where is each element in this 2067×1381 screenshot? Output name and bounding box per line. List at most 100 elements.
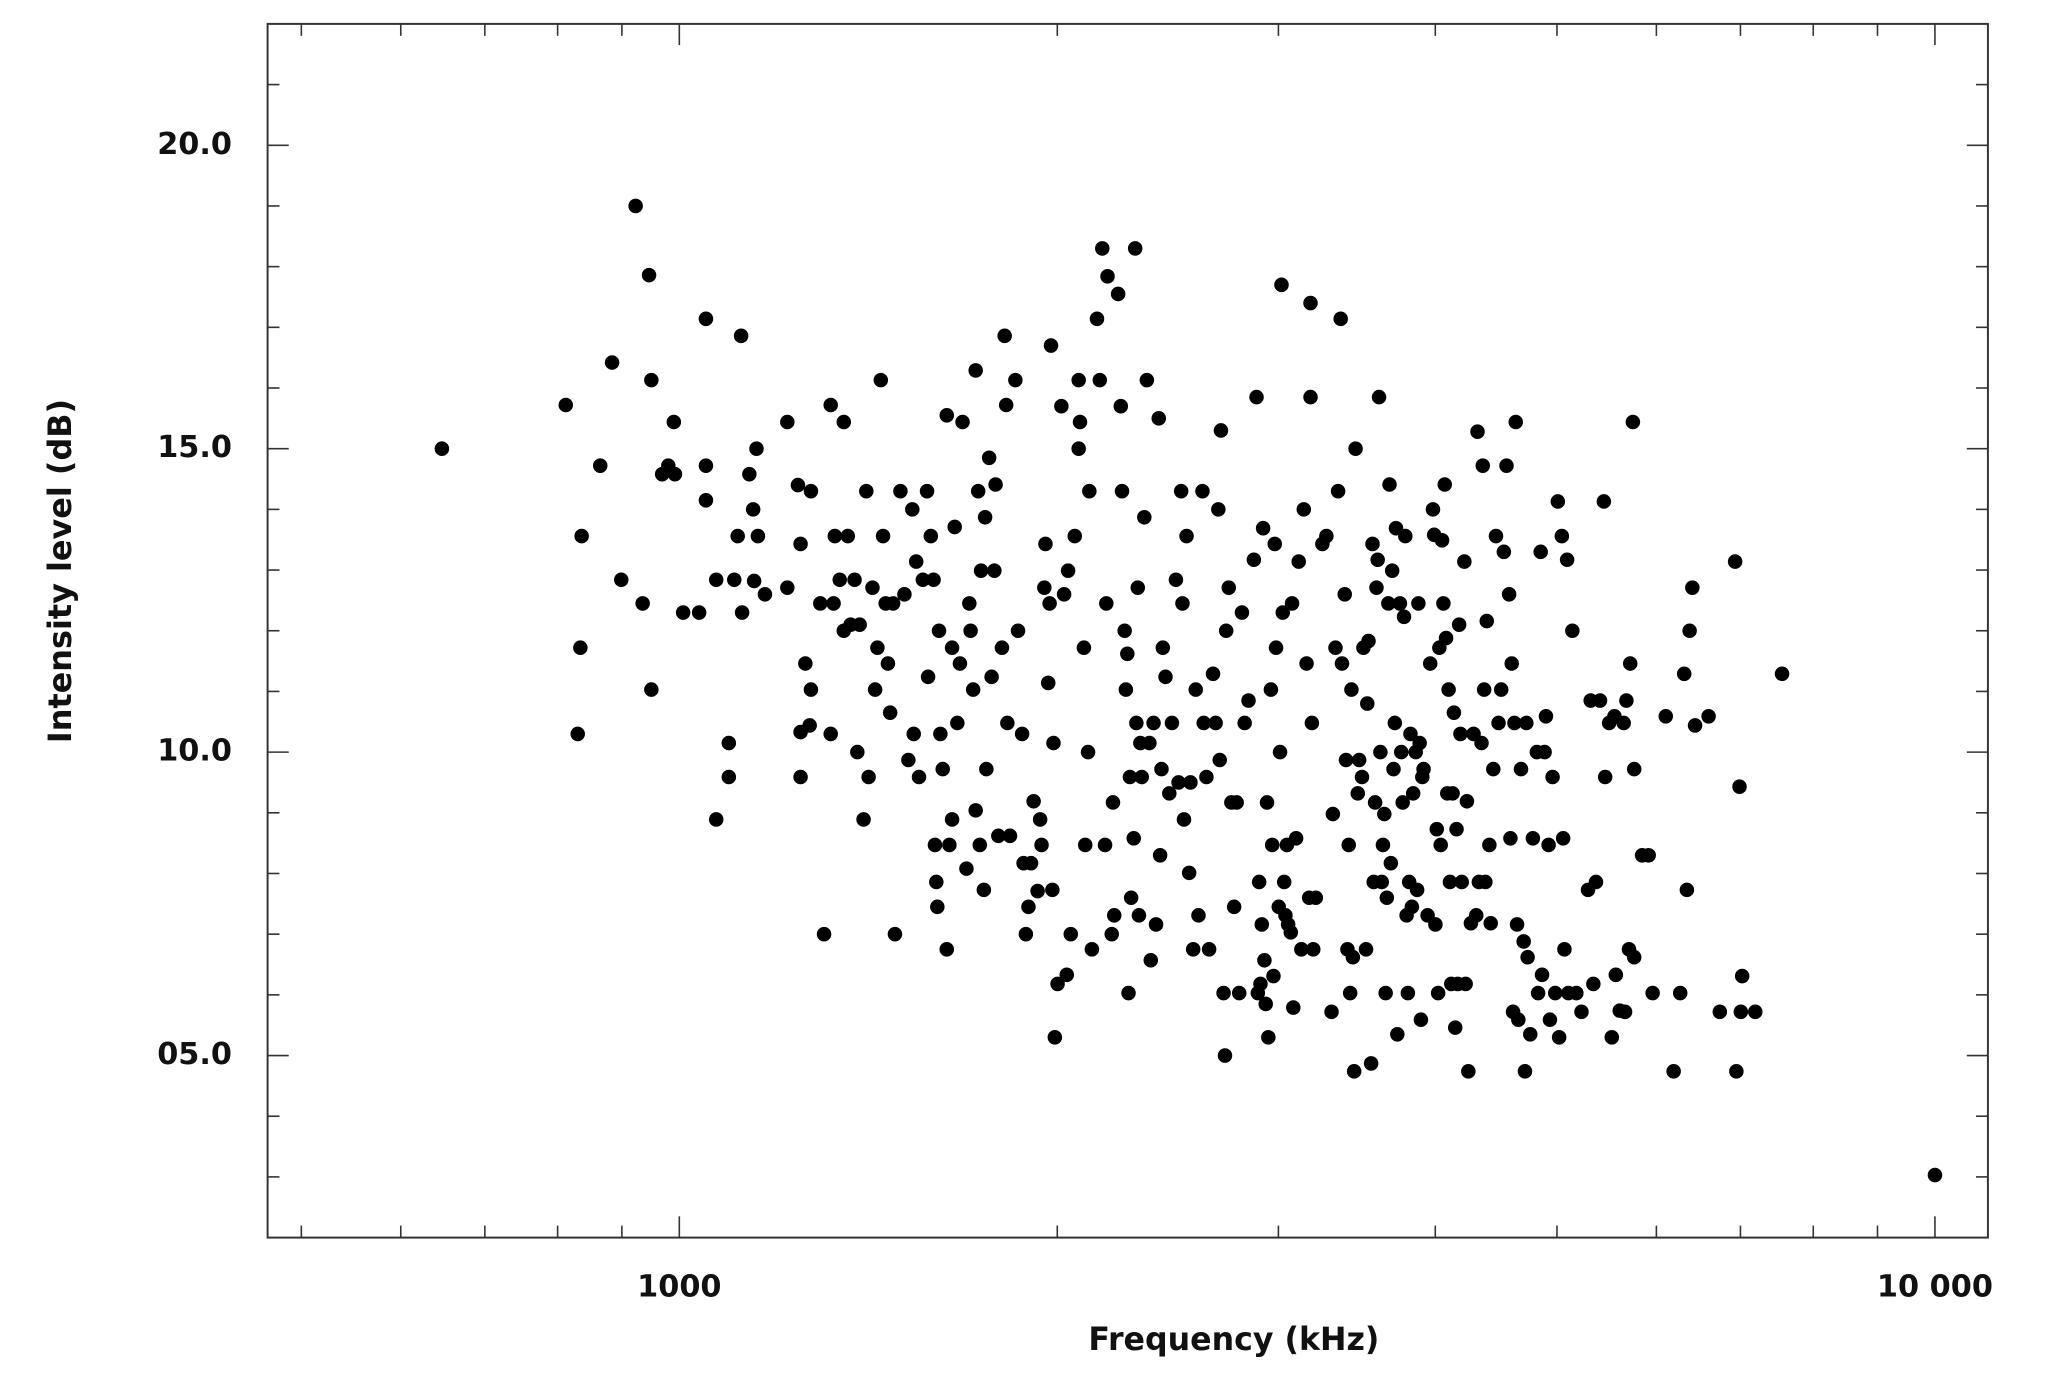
y-tick-label: 05.0 <box>157 1037 232 1072</box>
scatter-point <box>790 477 806 493</box>
scatter-point <box>1026 793 1041 809</box>
scatter-point <box>1361 633 1376 649</box>
scatter-point <box>1398 528 1413 544</box>
scatter-point <box>1503 830 1518 846</box>
scatter-point <box>988 477 1003 492</box>
scatter-point <box>1382 477 1397 492</box>
scatter-point <box>1257 952 1272 968</box>
scatter-point <box>721 735 737 751</box>
scatter-point <box>1596 494 1612 509</box>
scatter-point <box>1386 761 1401 777</box>
scatter-point <box>1294 942 1309 957</box>
scatter-point <box>1569 985 1584 1001</box>
scatter-point <box>1449 821 1464 837</box>
scatter-point <box>1619 693 1634 708</box>
scatter-point <box>972 837 988 853</box>
scatter-point <box>1363 1056 1379 1071</box>
scatter-point <box>832 572 847 588</box>
scatter-point <box>1137 509 1152 525</box>
scatter-point <box>1574 1004 1589 1020</box>
scatter-point <box>1274 277 1289 293</box>
scatter-point <box>1164 715 1180 731</box>
scatter-point <box>666 414 682 430</box>
scatter-point <box>1459 793 1475 809</box>
scatter-point <box>942 837 957 853</box>
scatter-point <box>823 726 838 742</box>
scatter-point <box>573 640 588 656</box>
scatter-point <box>1218 623 1234 639</box>
scatter-point <box>1626 949 1642 965</box>
scatter-point <box>1499 458 1514 473</box>
scatter-point <box>826 596 841 611</box>
scatter-point <box>1375 837 1391 853</box>
scatter-point <box>734 605 750 620</box>
scatter-point <box>727 572 742 588</box>
scatter-point <box>1338 752 1354 768</box>
scatter-point <box>802 718 817 733</box>
scatter-point <box>1126 830 1142 846</box>
scatter-point <box>1682 623 1697 639</box>
scatter-point <box>1516 934 1531 949</box>
scatter-point <box>1360 696 1375 711</box>
scatter-point <box>1334 656 1350 671</box>
scatter-point <box>1451 617 1467 632</box>
scatter-point <box>1188 682 1203 697</box>
scatter-point <box>1063 926 1079 942</box>
scatter-point <box>1196 715 1211 731</box>
scatter-point <box>1185 942 1201 957</box>
scatter-point <box>867 682 883 697</box>
scatter-point <box>1045 882 1060 898</box>
scatter-point <box>1134 769 1150 785</box>
scatter-point <box>1551 1030 1567 1045</box>
scatter-point <box>1927 1167 1943 1183</box>
x-tick-label: 1000 <box>637 1269 721 1304</box>
scatter-point <box>1508 414 1523 430</box>
scatter-point <box>698 492 714 508</box>
scatter-point <box>1267 536 1283 552</box>
scatter-point <box>733 328 749 344</box>
scatter-point <box>1458 976 1473 992</box>
scatter-point <box>947 519 962 535</box>
scatter-point <box>1306 942 1321 957</box>
scatter-point <box>1121 985 1136 1001</box>
scatter-point <box>1396 609 1412 625</box>
scatter-point <box>1377 806 1392 822</box>
scatter-point <box>570 726 585 742</box>
scatter-point <box>1272 744 1288 760</box>
scatter-point <box>1734 968 1750 984</box>
scatter-point <box>749 441 764 456</box>
scatter-point <box>1142 735 1157 751</box>
scatter-point <box>1171 775 1186 790</box>
scatter-point <box>1143 952 1159 968</box>
scatter-point <box>893 483 908 499</box>
scatter-point <box>968 803 983 818</box>
scatter-point <box>1162 786 1177 801</box>
scatter-point <box>1043 338 1059 353</box>
scatter-point <box>1393 744 1409 760</box>
scatter-point <box>742 466 757 482</box>
scatter-point <box>1676 666 1692 682</box>
scatter-point <box>1428 917 1443 932</box>
scatter-point <box>1080 744 1096 760</box>
scatter-point <box>1517 1064 1533 1079</box>
scatter-point <box>1622 656 1638 671</box>
scatter-point <box>1774 666 1790 682</box>
scatter-point <box>1060 563 1076 578</box>
scatter-point <box>1625 414 1641 430</box>
scatter-point <box>1445 786 1460 801</box>
scatter-point <box>1333 311 1348 327</box>
scatter-point <box>1113 398 1129 414</box>
scatter-point <box>920 669 936 685</box>
scatter-point <box>1491 715 1506 731</box>
scatter-point <box>1474 735 1489 751</box>
scatter-point <box>1468 908 1484 923</box>
scatter-point <box>1291 554 1306 569</box>
scatter-point <box>604 355 620 370</box>
scatter-point <box>1319 528 1334 544</box>
scatter-point <box>780 414 795 430</box>
scatter-point <box>1597 769 1613 785</box>
scatter-point <box>1263 682 1279 697</box>
scatter-point <box>1010 623 1026 639</box>
scatter-point <box>1550 494 1566 509</box>
scatter-point <box>1008 372 1023 388</box>
